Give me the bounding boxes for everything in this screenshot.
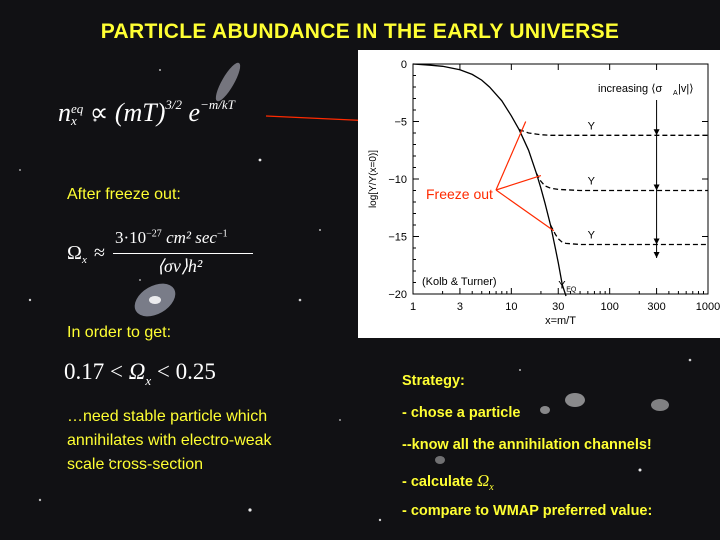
- range-formula: 0.17 < Ωx < 0.25: [64, 359, 216, 388]
- range-omega: Ω: [128, 359, 146, 384]
- strategy-item-2: --know all the annihilation channels!: [402, 437, 652, 453]
- equilibrium-equation: n eq x ∝ (mT)3/2 e−m/kT: [58, 97, 235, 129]
- arrow-head: [653, 184, 660, 191]
- x-tick-label: 1: [410, 301, 416, 313]
- eq-sub: x: [71, 113, 77, 129]
- strategy-omega-sub: x: [489, 482, 494, 493]
- freeze-out-curve: [518, 128, 708, 136]
- omega-approx: ≈: [94, 242, 105, 264]
- freeze-out-label: Freeze out: [426, 186, 493, 202]
- y-axis-label: log[Y/Y(x=0)]: [368, 150, 379, 208]
- omega-num-exp: −27: [146, 228, 162, 240]
- need-line-2: annihilates with electro-weak: [67, 432, 272, 449]
- arrow-head: [653, 252, 660, 258]
- y-tick-label: 0: [401, 59, 407, 71]
- freeze-out-curve: [549, 224, 708, 246]
- need-line-3: scale cross-section: [67, 456, 204, 473]
- x-tick-label: 3: [457, 301, 463, 313]
- yeq-label: Y: [558, 279, 566, 291]
- range-sub: x: [145, 373, 152, 388]
- after-freeze-label: After freeze out:: [67, 186, 181, 203]
- freeze-out-curve: [535, 172, 708, 192]
- omega-formula: Ω x ≈ 3·10−27 cm² sec−1 ⟨σv⟩h²: [67, 226, 267, 286]
- x-tick-label: 30: [552, 301, 564, 313]
- strategy-item-1: - chose a particle: [402, 405, 521, 421]
- range-lt1: <: [110, 359, 123, 384]
- eq-prop: ∝: [89, 98, 109, 127]
- y-tick-label: −5: [394, 117, 407, 129]
- omega-num-base: 3·10: [115, 228, 147, 247]
- freeze-out-arrow: [495, 121, 527, 191]
- range-lt2: <: [156, 359, 170, 384]
- y-tick-label: −10: [388, 174, 407, 186]
- arrow-head: [653, 238, 660, 245]
- strategy-omega: Ω: [476, 471, 490, 490]
- freeze-out-arrow: [495, 189, 555, 232]
- credit-label: (Kolb & Turner): [422, 276, 497, 288]
- freeze-out-arrow: [495, 174, 542, 191]
- strategy-item-3-text: - calculate: [402, 474, 473, 490]
- omega-numerator: 3·10−27 cm² sec−1: [115, 228, 228, 248]
- slide-title: PARTICLE ABUNDANCE IN THE EARLY UNIVERSE: [100, 20, 620, 43]
- range-low: 0.17: [64, 359, 105, 384]
- equilibrium-curve: [412, 63, 567, 297]
- x-tick-label: 300: [647, 301, 665, 313]
- eq-exp: 3/2: [165, 97, 183, 112]
- y-label-3: Y: [588, 230, 596, 242]
- y-tick-label: −15: [388, 232, 407, 244]
- plot-frame: [412, 63, 709, 295]
- fraction-bar: [113, 253, 253, 254]
- strategy-heading: Strategy:: [402, 373, 465, 389]
- strategy-item-3: - calculate Ωx: [402, 471, 494, 493]
- arrow-head: [653, 129, 660, 136]
- need-text: …need stable particle which annihilates …: [67, 405, 272, 477]
- eq-body: (mT): [114, 98, 166, 127]
- y-label-2: Y: [588, 176, 596, 188]
- eq-sup: eq: [71, 101, 84, 117]
- omega-sub: x: [82, 254, 87, 266]
- eq-eexp: −m/kT: [200, 97, 235, 112]
- omega-denominator: ⟨σv⟩h²: [157, 256, 203, 276]
- increasing-sub: A: [673, 90, 678, 97]
- yeq-sub: EQ: [566, 286, 577, 293]
- omega-unit-exp: −1: [216, 228, 228, 240]
- y-label-1: Y: [588, 120, 596, 132]
- abundance-plot: 1 3 10 30 100 300 1000 0 −5 −10 −15 −20 x=m/T log[Y/Y…: [358, 50, 720, 338]
- x-tick-label: 1000: [696, 301, 720, 313]
- range-high: 0.25: [175, 359, 216, 384]
- x-axis-label: x=m/T: [545, 315, 576, 327]
- need-line-1: …need stable particle which: [67, 408, 268, 425]
- x-tick-label: 100: [600, 301, 618, 313]
- increasing-label: increasing ⟨σ: [598, 83, 662, 95]
- eq-e: e: [188, 98, 201, 127]
- y-tick-label: −20: [388, 289, 407, 301]
- omega-symbol: Ω: [67, 242, 82, 264]
- in-order-label: In order to get:: [67, 324, 172, 341]
- omega-num-units: cm² sec: [166, 228, 217, 247]
- abundance-chart: 1 3 10 30 100 300 1000 0 −5 −10 −15 −20 x=m/T log[Y/Y…: [368, 59, 720, 327]
- strategy-item-4: - compare to WMAP preferred value:: [402, 503, 653, 519]
- x-tick-label: 10: [505, 301, 517, 313]
- increasing-end: |v|⟩: [678, 83, 694, 95]
- eq-n: n: [58, 98, 71, 127]
